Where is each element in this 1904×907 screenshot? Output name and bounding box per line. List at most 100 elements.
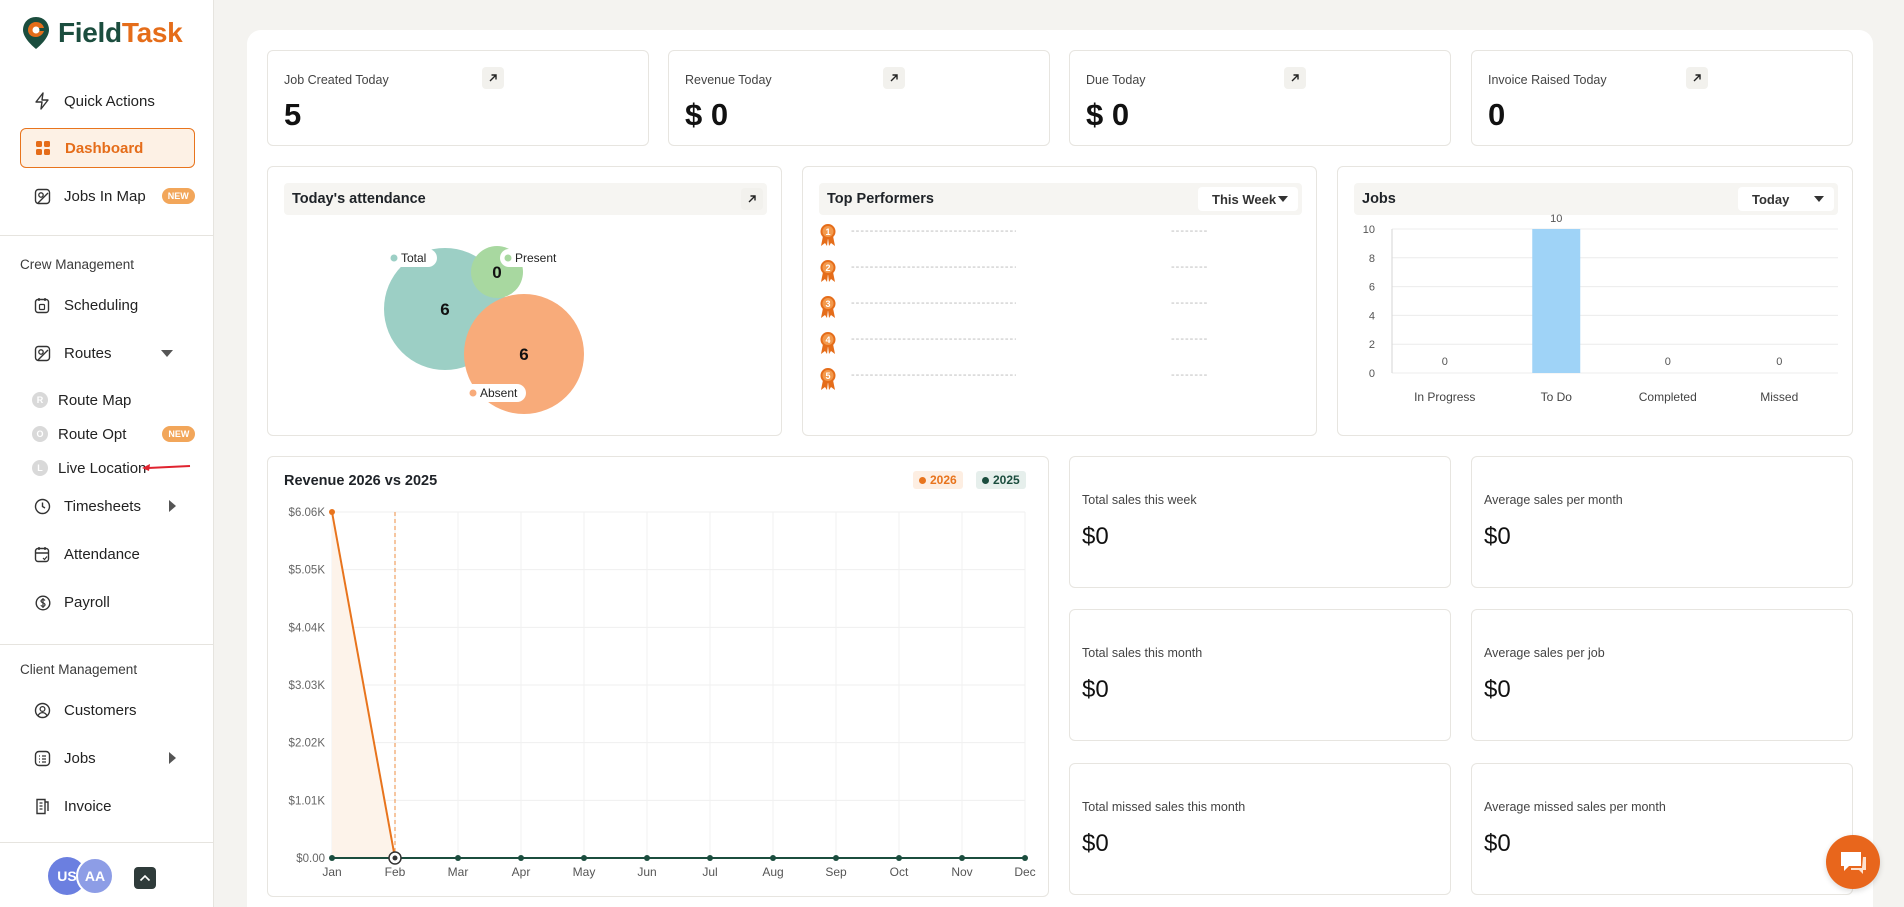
stat-card-revenue-today: Revenue Today $ 0 [668, 50, 1050, 146]
invoice-icon [32, 796, 52, 816]
award-ribbon-icon: 3 [820, 296, 836, 318]
jobs-period-dropdown[interactable]: Today [1738, 187, 1834, 211]
y-tick-label: $1.01K [289, 795, 326, 807]
nav-scheduling[interactable]: Scheduling [20, 285, 195, 325]
series-2025-point[interactable] [896, 855, 902, 861]
payroll-icon [32, 592, 52, 612]
legend-2025[interactable]: 2025 [976, 471, 1026, 489]
crew-management-heading: Crew Management [20, 257, 135, 272]
active-point-center [392, 855, 398, 861]
stat-card-invoice-raised: Invoice Raised Today 0 [1471, 50, 1853, 146]
legend-2026-dot [919, 476, 926, 484]
nav-jobs[interactable]: Jobs [20, 738, 195, 778]
jobs-period-value: Today [1752, 191, 1790, 207]
nav-route-map-label: Route Map [58, 391, 132, 409]
y-tick-label: $3.03K [289, 680, 326, 692]
nav-payroll[interactable]: Payroll [20, 582, 195, 622]
legend-2026[interactable]: 2026 [913, 471, 963, 489]
period-dropdown[interactable]: This Week [1198, 187, 1298, 211]
open-link-button[interactable] [741, 188, 763, 210]
sales-card: Average sales per job $0 [1471, 609, 1853, 741]
x-month-label: Nov [951, 865, 972, 879]
x-month-label: Jan [322, 865, 341, 879]
chevron-right-icon [169, 500, 176, 512]
brand-name: FieldTask [58, 17, 183, 48]
bar-value-label: 0 [1665, 356, 1671, 368]
nav-customers-label: Customers [64, 701, 137, 719]
routes-icon [32, 343, 52, 363]
x-category-label: Missed [1760, 390, 1798, 404]
series-2025-point[interactable] [581, 855, 587, 861]
y-tick-label: 10 [1363, 224, 1375, 236]
sidebar: FieldTask Quick Actions Dashboard Jobs I… [0, 0, 214, 907]
nav-jobs-in-map[interactable]: Jobs In Map NEW [20, 176, 195, 216]
sales-label: Total sales this month [1082, 646, 1203, 660]
logo[interactable]: FieldTask [20, 16, 183, 50]
collapse-button[interactable] [134, 867, 156, 889]
open-link-button[interactable] [1686, 67, 1708, 89]
series-2025-point[interactable] [644, 855, 650, 861]
period-dropdown-value: This Week [1212, 191, 1277, 207]
jobs-title: Jobs [1362, 191, 1396, 207]
series-2026-point[interactable] [329, 509, 335, 515]
revenue-line-chart: $0.00 $1.01K $2.02K $3.03K $4.04K $5.05K $6.06… [289, 507, 1036, 879]
legend-2026-label: 2026 [930, 473, 957, 487]
nav-customers[interactable]: Customers [20, 690, 195, 730]
series-2025-point[interactable] [455, 855, 461, 861]
stat-card-jobs-created: Job Created Today 5 [267, 50, 649, 146]
nav-timesheets[interactable]: Timesheets [20, 486, 195, 526]
series-2025-point[interactable] [959, 855, 965, 861]
nav-quick-actions[interactable]: Quick Actions [20, 81, 195, 121]
nav-timesheets-label: Timesheets [64, 497, 141, 515]
nav-route-map[interactable]: R Route Map [32, 387, 131, 413]
x-category-label: To Do [1541, 390, 1573, 404]
nav-dashboard[interactable]: Dashboard [20, 128, 195, 168]
nav-route-opt[interactable]: O Route Opt NEW [32, 421, 196, 447]
series-2025-point[interactable] [833, 855, 839, 861]
nav-jobs-in-map-label: Jobs In Map [64, 187, 146, 205]
series-2026-line [331, 511, 396, 859]
jobs-header: Jobs Today [1354, 183, 1838, 215]
chevron-down-icon [161, 350, 173, 357]
nav-routes-label: Routes [64, 344, 112, 362]
open-link-button[interactable] [482, 67, 504, 89]
chat-button[interactable] [1826, 835, 1880, 889]
series-2025-point[interactable] [707, 855, 713, 861]
nav-invoice-label: Invoice [64, 797, 112, 815]
route-map-icon: R [32, 392, 48, 408]
sales-label: Average sales per job [1484, 646, 1605, 660]
open-link-button[interactable] [883, 67, 905, 89]
location-pin-icon [23, 17, 49, 49]
bar-value-label: 10 [1550, 213, 1562, 225]
calendar-icon [32, 295, 52, 315]
external-arrow-icon [1693, 74, 1701, 82]
job-bar[interactable] [1532, 229, 1581, 373]
avatar-aa[interactable]: AA [76, 857, 114, 895]
series-2025-point[interactable] [329, 855, 335, 861]
nav-routes[interactable]: Routes [20, 333, 195, 373]
sales-label: Total missed sales this month [1082, 800, 1246, 814]
series-2025-point[interactable] [770, 855, 776, 861]
performer-value-placeholder: -------- [1171, 261, 1209, 273]
y-tick-label: 6 [1369, 282, 1375, 294]
series-2025-point[interactable] [1022, 855, 1028, 861]
sales-value: $0 [1484, 830, 1511, 857]
attendance-bubble-chart: 6 0 6 Total Present Absent [384, 246, 584, 414]
sales-value: $0 [1082, 523, 1109, 550]
attendance-title: Today's attendance [292, 191, 426, 207]
total-legend-label: Total [401, 251, 426, 265]
nav-attendance[interactable]: Attendance [20, 534, 195, 574]
performer-name-placeholder: -------------------------------------- [851, 297, 1016, 309]
award-ribbon-icon: 1 [820, 224, 836, 246]
y-tick-label: $2.02K [289, 738, 326, 750]
nav-invoice[interactable]: Invoice [20, 786, 195, 826]
series-2025-point[interactable] [518, 855, 524, 861]
award-ribbon-icon: 4 [820, 332, 836, 354]
sales-card: Total sales this week $0 [1069, 456, 1451, 588]
new-badge: NEW [162, 426, 196, 442]
nav-attendance-label: Attendance [64, 545, 140, 563]
caret-down-icon [1278, 196, 1288, 202]
jobs-bar-chart: 0 2 4 6 8 10 0 In Progress 10 To Do 0 Completed 0 Mis… [1363, 213, 1838, 404]
open-link-button[interactable] [1284, 67, 1306, 89]
nav-live-location[interactable]: L Live Location [32, 455, 146, 481]
